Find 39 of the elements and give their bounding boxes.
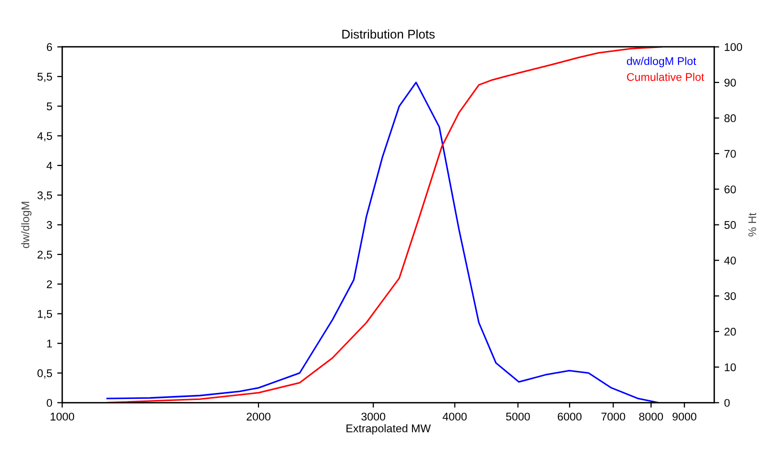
y-tick-label: 4,5 xyxy=(37,132,52,142)
x-tick-label: 6000 xyxy=(558,412,582,421)
x-tick-label: 7000 xyxy=(601,412,626,421)
y2-tick-label: 80 xyxy=(724,114,736,122)
y2-tick-label: 20 xyxy=(724,328,736,336)
y-axis-title: dw/dlogM xyxy=(21,202,32,248)
y2-tick-label: 50 xyxy=(724,221,736,229)
y-tick-label: 5,5 xyxy=(37,72,52,82)
y-tick-label: 3 xyxy=(46,221,52,229)
y-tick-label: 1,5 xyxy=(38,310,52,320)
y-tick-label: 3,5 xyxy=(37,191,52,201)
y2-tick-label: 70 xyxy=(724,150,736,158)
x-tick-label: 3000 xyxy=(361,412,386,421)
y-tick-label: 1 xyxy=(47,340,52,348)
y2-tick-label: 90 xyxy=(724,78,736,87)
y2-tick-label: 40 xyxy=(724,256,736,264)
y2-tick-label: 60 xyxy=(724,185,736,194)
y-tick-label: 2,5 xyxy=(38,250,52,260)
y-tick-label: 0,5 xyxy=(37,369,52,378)
y2-tick-label: 10 xyxy=(724,363,736,372)
y-tick-label: 2 xyxy=(46,280,52,288)
text: dw/dlogM Plot xyxy=(626,56,696,68)
y2-tick-label: 100 xyxy=(724,43,742,51)
x-tick-label: 8000 xyxy=(639,412,663,421)
y2-axis-title: % Ht xyxy=(748,212,756,236)
x-axis-title: Extrapolated MW xyxy=(346,424,431,434)
x-tick-label: 5000 xyxy=(506,412,530,421)
y-tick-label: 6 xyxy=(46,43,52,51)
y-tick-label: 5 xyxy=(46,102,52,110)
x-tick-label: 9000 xyxy=(672,412,696,421)
y2-tick-label: 0 xyxy=(724,398,730,407)
y-tick-label: 4 xyxy=(46,162,52,170)
x-tick-label: 1000 xyxy=(50,412,74,421)
y-tick-label: 0 xyxy=(46,398,52,407)
y2-tick-label: 30 xyxy=(724,292,736,300)
x-tick-label: 2000 xyxy=(246,412,270,421)
chart-title: Distribution Plots xyxy=(342,29,435,39)
text: Cumulative Plot xyxy=(626,72,704,81)
x-tick-label: 4000 xyxy=(442,412,467,421)
